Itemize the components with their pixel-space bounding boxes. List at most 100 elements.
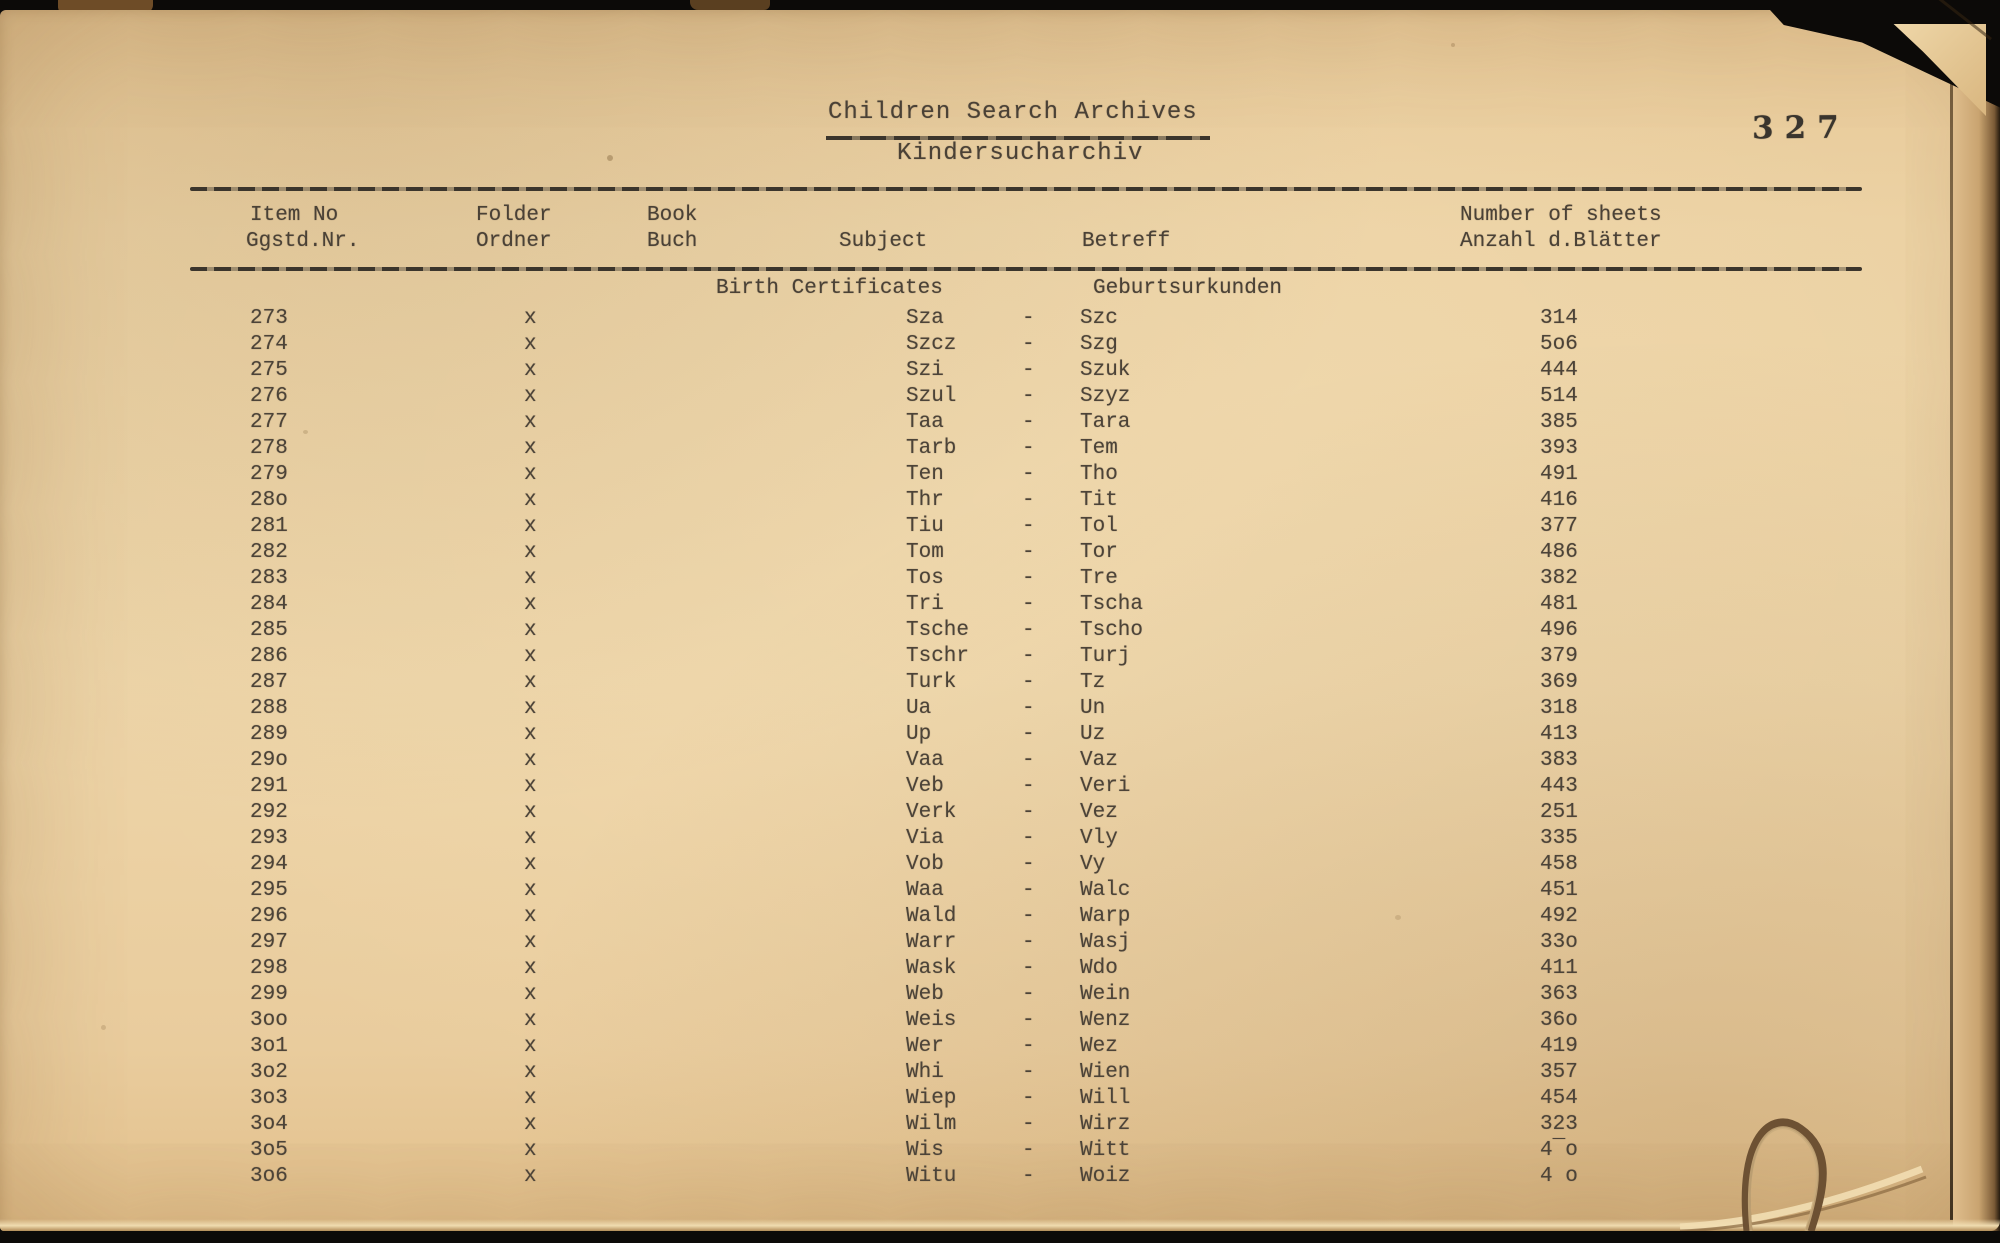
subject-range-end: Wein (1080, 983, 1131, 1006)
range-dash: - (1022, 775, 1035, 798)
folder-mark: x (524, 541, 537, 564)
sheet-count: 383 (1540, 749, 1578, 772)
subject-range-end: Wien (1080, 1061, 1131, 1084)
folder-mark: x (524, 723, 537, 746)
folder-mark: x (524, 411, 537, 434)
sheet-count: 481 (1540, 593, 1578, 616)
ledger-row: 293 x Via - Vly 335 (0, 826, 2000, 852)
folder-mark: x (524, 1113, 537, 1136)
item-number: 285 (250, 619, 288, 642)
sheet-count: 514 (1540, 385, 1578, 408)
sheet-count: 443 (1540, 775, 1578, 798)
ledger-row: 287 x Turk - Tz 369 (0, 670, 2000, 696)
subject-range-start: Szi (906, 359, 944, 382)
sheet-count: 451 (1540, 879, 1578, 902)
folder-mark: x (524, 463, 537, 486)
sheet-count: 413 (1540, 723, 1578, 746)
item-number: 287 (250, 671, 288, 694)
sheet-count: 4¯o (1540, 1139, 1578, 1162)
range-dash: - (1022, 359, 1035, 382)
item-number: 277 (250, 411, 288, 434)
range-dash: - (1022, 489, 1035, 512)
ledger-row: 277 x Taa - Tara 385 (0, 410, 2000, 436)
folder-mark: x (524, 827, 537, 850)
range-dash: - (1022, 619, 1035, 642)
folder-mark: x (524, 879, 537, 902)
subject-range-end: Veri (1080, 775, 1131, 798)
item-number: 3o5 (250, 1139, 288, 1162)
subject-range-start: Szcz (906, 333, 957, 356)
sheet-count: 444 (1540, 359, 1578, 382)
range-dash: - (1022, 931, 1035, 954)
item-number: 281 (250, 515, 288, 538)
sheet-count: 5o6 (1540, 333, 1578, 356)
ledger-row: 294 x Vob - Vy 458 (0, 852, 2000, 878)
folder-mark: x (524, 1035, 537, 1058)
header-rule-top (190, 187, 1862, 191)
subject-range-end: Wirz (1080, 1113, 1131, 1136)
ledger-row: 3o2 x Whi - Wien 357 (0, 1060, 2000, 1086)
range-dash: - (1022, 1113, 1035, 1136)
ledger-row: 276 x Szul - Szyz 514 (0, 384, 2000, 410)
subject-range-start: Warr (906, 931, 957, 954)
item-number: 3o1 (250, 1035, 288, 1058)
ledger-row: 3o3 x Wiep - Will 454 (0, 1086, 2000, 1112)
item-number: 284 (250, 593, 288, 616)
sheet-count: 369 (1540, 671, 1578, 694)
ledger-row: 3oo x Weis - Wenz 36o (0, 1008, 2000, 1034)
subject-range-start: Up (906, 723, 932, 746)
subject-range-start: Wis (906, 1139, 944, 1162)
folder-mark: x (524, 359, 537, 382)
subject-range-start: Weis (906, 1009, 957, 1032)
folder-mark: x (524, 515, 537, 538)
sheet-count: 4 o (1540, 1165, 1578, 1188)
ledger-row: 297 x Warr - Wasj 33o (0, 930, 2000, 956)
range-dash: - (1022, 957, 1035, 980)
subject-range-start: Wald (906, 905, 957, 928)
ledger-row: 278 x Tarb - Tem 393 (0, 436, 2000, 462)
ledger-row: 285 x Tsche - Tscho 496 (0, 618, 2000, 644)
folder-mark: x (524, 1061, 537, 1084)
sheet-count: 393 (1540, 437, 1578, 460)
sheet-count: 385 (1540, 411, 1578, 434)
ledger-row: 28o x Thr - Tit 416 (0, 488, 2000, 514)
sheet-count: 33o (1540, 931, 1578, 954)
range-dash: - (1022, 515, 1035, 538)
subject-range-start: Szul (906, 385, 957, 408)
subject-range-start: Waa (906, 879, 944, 902)
subject-range-start: Tos (906, 567, 944, 590)
subject-range-end: Tz (1080, 671, 1106, 694)
folder-mark: x (524, 593, 537, 616)
col-header-sheets-de: Anzahl d.Blätter (1460, 230, 1662, 253)
range-dash: - (1022, 1009, 1035, 1032)
col-header-betreff: Betreff (1082, 230, 1171, 253)
folder-mark: x (524, 749, 537, 772)
sheet-count: 318 (1540, 697, 1578, 720)
range-dash: - (1022, 671, 1035, 694)
subject-range-end: Tor (1080, 541, 1118, 564)
section-heading-en: Birth Certificates (716, 277, 943, 300)
range-dash: - (1022, 437, 1035, 460)
page-edge-strip (1953, 60, 2000, 1231)
sheet-count: 377 (1540, 515, 1578, 538)
subject-range-end: Wdo (1080, 957, 1118, 980)
subject-range-start: Ua (906, 697, 932, 720)
page-edge-line (1950, 80, 1953, 1220)
subject-range-start: Tiu (906, 515, 944, 538)
subject-range-start: Sza (906, 307, 944, 330)
paper-speck (607, 155, 613, 161)
range-dash: - (1022, 853, 1035, 876)
sheet-count: 323 (1540, 1113, 1578, 1136)
ledger-row: 274 x Szcz - Szg 5o6 (0, 332, 2000, 358)
range-dash: - (1022, 801, 1035, 824)
subject-range-end: Tscha (1080, 593, 1144, 616)
subject-range-start: Veb (906, 775, 944, 798)
ledger-row: 29o x Vaa - Vaz 383 (0, 748, 2000, 774)
paper-speck (303, 430, 308, 434)
range-dash: - (1022, 723, 1035, 746)
folder-mark: x (524, 567, 537, 590)
subject-range-start: Vaa (906, 749, 944, 772)
subject-range-end: Tho (1080, 463, 1118, 486)
sheet-count: 382 (1540, 567, 1578, 590)
